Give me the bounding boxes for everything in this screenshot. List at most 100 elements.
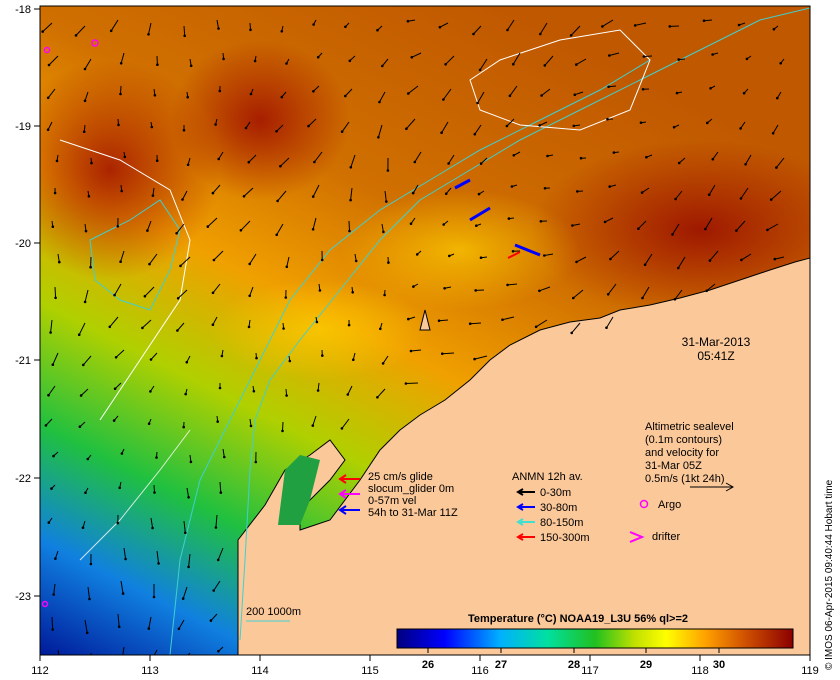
velocity-arrow — [379, 91, 386, 103]
velocity-arrow — [75, 25, 86, 36]
colorbar-title: Temperature (°C) NOAA19_L3U 56% ql>=2 — [468, 613, 688, 625]
velocity-arrow-head — [404, 382, 408, 385]
velocity-arrow — [604, 217, 614, 223]
velocity-arrow-head — [187, 565, 190, 569]
velocity-arrow-head — [538, 124, 541, 127]
drifter-legend: drifter — [629, 531, 680, 543]
velocity-arrow-head — [609, 257, 612, 261]
velocity-arrow — [344, 88, 353, 97]
velocity-arrow — [57, 649, 60, 655]
velocity-arrow — [350, 187, 353, 201]
velocity-arrow-head — [220, 354, 224, 358]
velocity-arrow — [638, 220, 647, 230]
velocity-arrow — [144, 286, 155, 297]
velocity-arrow-head — [766, 228, 769, 232]
velocity-arrow-head — [641, 296, 644, 300]
colorbar: Temperature (°C) NOAA19_L3U 56% ql>=2 26… — [396, 613, 794, 671]
velocity-arrow — [606, 316, 614, 328]
velocity-arrow-head — [254, 460, 258, 464]
velocity-arrow-head — [737, 23, 741, 27]
velocity-arrow — [706, 283, 716, 292]
velocity-arrow-head — [479, 162, 483, 165]
svg-text:0.5m/s (1kt 24h): 0.5m/s (1kt 24h) — [645, 473, 724, 485]
velocity-arrow-head — [150, 125, 154, 129]
velocity-arrow — [381, 223, 384, 232]
velocity-arrow-head — [121, 592, 125, 595]
velocity-arrow-head — [606, 117, 609, 121]
velocity-arrow-head — [315, 320, 319, 324]
velocity-arrow — [477, 91, 485, 104]
velocity-arrow — [249, 253, 257, 265]
velocity-arrow-head — [119, 260, 122, 264]
svg-text:Altimetric sealevel: Altimetric sealevel — [645, 421, 734, 433]
velocity-arrow — [276, 124, 284, 132]
velocity-arrow — [276, 223, 284, 236]
velocity-arrow-head — [640, 191, 644, 194]
velocity-arrow-head — [91, 664, 94, 667]
velocity-arrow-head — [409, 349, 413, 353]
velocity-arrow-head — [184, 531, 187, 534]
velocity-arrow — [148, 616, 152, 629]
velocity-arrow-head — [151, 526, 154, 530]
velocity-arrow-head — [211, 191, 215, 195]
velocity-arrow-head — [711, 157, 715, 161]
velocity-arrow — [574, 91, 584, 96]
velocity-arrow — [571, 322, 581, 334]
velocity-arrow — [187, 652, 191, 655]
velocity-arrow-head — [379, 327, 382, 331]
velocity-arrow — [411, 52, 422, 58]
velocity-arrow-head — [83, 99, 87, 103]
velocity-arrow-head — [312, 90, 315, 93]
velocity-arrow — [507, 283, 518, 286]
velocity-arrow — [312, 217, 317, 230]
velocity-arrow-head — [413, 160, 417, 164]
lon-tick-label: 115 — [361, 665, 379, 677]
velocity-arrow-head — [89, 562, 93, 566]
velocity-arrow-head — [633, 24, 637, 27]
velocity-arrow — [470, 322, 482, 325]
lon-tick-label: 117 — [581, 665, 599, 677]
anmn-legend-arrow — [516, 533, 535, 541]
velocity-arrow-head — [189, 64, 193, 68]
argo-float — [91, 39, 99, 47]
velocity-arrow-head — [772, 27, 776, 31]
velocity-arrow — [480, 157, 488, 164]
velocity-arrow-head — [512, 154, 516, 157]
svg-text:slocum_glider 0m: slocum_glider 0m — [368, 483, 454, 495]
lat-tick-label: -19 — [15, 121, 31, 133]
plot-frame — [39, 5, 811, 656]
velocity-arrow-head — [576, 190, 579, 193]
velocity-arrow-head — [123, 155, 127, 159]
velocity-arrow — [109, 316, 119, 328]
velocity-arrow-head — [151, 194, 155, 197]
velocity-arrow-head — [248, 294, 251, 298]
velocity-arrow — [677, 256, 686, 269]
svg-text:Argo: Argo — [658, 499, 681, 511]
velocity-arrow — [142, 319, 152, 329]
velocity-arrow-head — [247, 160, 251, 164]
velocity-arrow-head — [642, 55, 646, 58]
velocity-arrow-head — [405, 127, 408, 130]
velocity-arrow-head — [344, 25, 347, 29]
velocity-arrow-head — [176, 329, 179, 332]
velocity-arrow — [53, 583, 56, 595]
velocity-arrow-head — [281, 429, 284, 433]
velocity-arrow — [377, 124, 383, 138]
velocity-arrow — [341, 121, 350, 132]
velocity-arrow — [512, 52, 521, 65]
lat-tick-label: -20 — [15, 238, 31, 250]
velocity-arrow — [120, 85, 122, 95]
velocity-arrow-head — [344, 94, 347, 98]
velocity-arrow-head — [313, 160, 316, 164]
lat-tick-label: -23 — [15, 591, 31, 603]
velocity-arrow-head — [677, 58, 680, 61]
velocity-arrow-head — [86, 457, 90, 461]
velocity-arrow-head — [740, 258, 743, 262]
altimetric-legend: Altimetric sealevel (0.1m contours) and … — [645, 421, 735, 492]
velocity-arrow — [439, 319, 449, 322]
svg-text:(0.1m contours): (0.1m contours) — [645, 434, 722, 446]
velocity-arrow — [502, 316, 515, 321]
velocity-arrow — [180, 256, 191, 267]
velocity-arrow-head — [771, 132, 775, 135]
velocity-arrow-head — [477, 192, 481, 196]
